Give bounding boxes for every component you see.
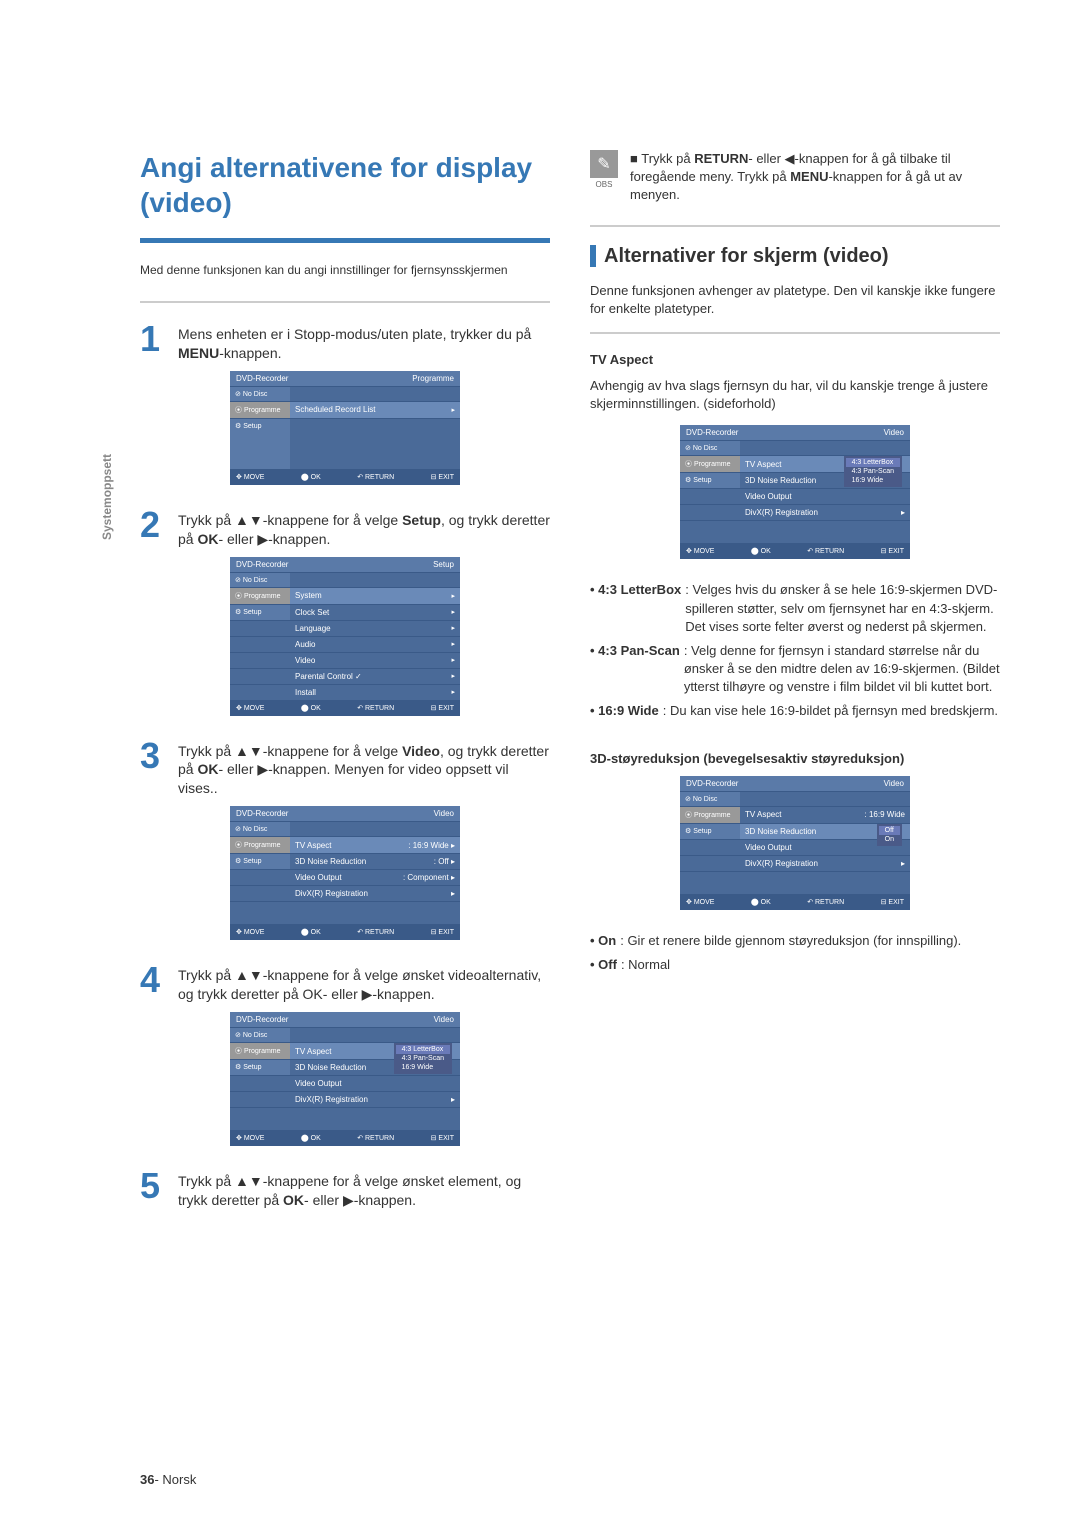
screenshot-noise: DVD-RecorderVideo ⊘ No Disc ⦿ ProgrammeT… (680, 776, 910, 910)
main-heading: Angi alternativene for display (video) (140, 150, 550, 243)
step-text: Trykk på ▲▼-knappene for å velge Setup, … (178, 507, 550, 549)
note-icon: ✎ (590, 150, 618, 178)
divider (590, 332, 1000, 334)
tv-aspect-desc: Avhengig av hva slags fjernsyn du har, v… (590, 377, 1000, 413)
screenshot-tv-aspect: DVD-RecorderVideo ⊘ No Disc ⦿ ProgrammeT… (680, 425, 910, 559)
screenshot-4: DVD-RecorderVideo ⊘ No Disc ⦿ ProgrammeT… (230, 1012, 460, 1146)
tv-aspect-heading: TV Aspect (590, 352, 1000, 367)
step-number: 3 (140, 738, 168, 799)
step-3: 3 Trykk på ▲▼-knappene for å velge Video… (140, 738, 550, 799)
right-column: ✎ OBS ■ Trykk på RETURN- eller ◀-knappen… (590, 150, 1000, 1218)
left-column: Angi alternativene for display (video) M… (140, 150, 550, 1218)
step-text: Trykk på ▲▼-knappene for å velge Video, … (178, 738, 550, 799)
step-number: 1 (140, 321, 168, 363)
page-footer: 36- Norsk (140, 1472, 196, 1487)
step-1: 1 Mens enheten er i Stopp-modus/uten pla… (140, 321, 550, 363)
screenshot-1: DVD-RecorderProgramme ⊘ No Disc ⦿ Progra… (230, 371, 460, 485)
step-text: Trykk på ▲▼-knappene for å velge ønsket … (178, 1168, 550, 1210)
section-desc: Denne funksjonen avhenger av platetype. … (590, 282, 1000, 318)
step-text: Trykk på ▲▼-knappene for å velge ønsket … (178, 962, 550, 1004)
divider (140, 301, 550, 303)
note-label: OBS (590, 180, 618, 189)
step-text: Mens enheten er i Stopp-modus/uten plate… (178, 321, 550, 363)
aspect-options: • 4:3 LetterBox: Velges hvis du ønsker å… (590, 581, 1000, 720)
section-heading: Alternativer for skjerm (video) (590, 245, 1000, 268)
intro-text: Med denne funksjonen kan du angi innstil… (140, 263, 550, 277)
noise-heading: 3D-støyreduksjon (bevegelsesaktiv støyre… (590, 751, 1000, 766)
screenshot-3: DVD-RecorderVideo ⊘ No Disc ⦿ ProgrammeT… (230, 806, 460, 940)
divider (590, 225, 1000, 227)
step-4: 4 Trykk på ▲▼-knappene for å velge ønske… (140, 962, 550, 1004)
screenshot-2: DVD-RecorderSetup ⊘ No Disc ⦿ ProgrammeS… (230, 557, 460, 716)
step-number: 2 (140, 507, 168, 549)
note-text: ■ Trykk på RETURN- eller ◀-knappen for å… (630, 150, 1000, 205)
step-5: 5 Trykk på ▲▼-knappene for å velge ønske… (140, 1168, 550, 1210)
step-2: 2 Trykk på ▲▼-knappene for å velge Setup… (140, 507, 550, 549)
step-number: 5 (140, 1168, 168, 1210)
sidebar-label: Systemoppsett (100, 454, 114, 540)
step-number: 4 (140, 962, 168, 1004)
noise-options: • On: Gir et renere bilde gjennom støyre… (590, 932, 1000, 974)
note-box: ✎ OBS ■ Trykk på RETURN- eller ◀-knappen… (590, 150, 1000, 205)
